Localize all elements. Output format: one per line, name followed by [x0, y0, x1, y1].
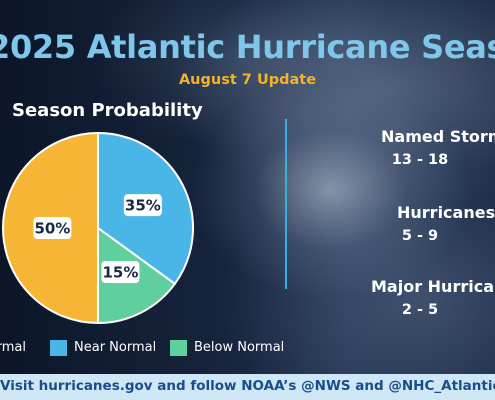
stat-hurricanes-value: 5 - 9: [401, 228, 439, 244]
pie-chart-title: Season Probability: [12, 100, 203, 121]
stat-named-storms-value: 13 - 18: [391, 152, 449, 168]
pie-label-box: [33, 217, 72, 239]
pie-label-near-normal: 35%: [123, 194, 162, 217]
stat-major-hurricanes-label: Major Hurricanes: [371, 277, 495, 296]
pie-label-box: [123, 194, 162, 217]
footer-banner: Visit hurricanes.gov and follow NOAA’s @…: [0, 374, 495, 400]
stat-hurricanes-label: Hurricanes: [397, 203, 495, 222]
legend-below-normal: Below Normal: [170, 339, 285, 357]
pie-label-above-normal: 50%: [33, 217, 72, 239]
legend-swatch-near-normal: [50, 340, 67, 356]
pie-label-box: [101, 261, 140, 284]
stat-named-storms-label: Named Storms: [381, 127, 495, 146]
legend-label-below-normal: Below Normal: [194, 340, 285, 355]
legend-above-normal: Above Normal: [0, 339, 26, 357]
pie-label-text: 50%: [34, 220, 70, 238]
legend-near-normal: Near Normal: [50, 339, 160, 357]
page-title: 2025 Atlantic Hurricane Season Outlook: [0, 28, 495, 66]
page-subtitle: August 7 Update: [178, 72, 317, 88]
stat-major-hurricanes-value: 2 - 5: [401, 302, 439, 318]
vertical-divider: [285, 119, 287, 289]
pie-label-text: 35%: [125, 197, 161, 215]
legend-swatch-below-normal: [170, 340, 187, 356]
pie-label-text: 15%: [102, 264, 138, 282]
legend-label-near-normal: Near Normal: [74, 340, 157, 355]
footer-text: Visit hurricanes.gov and follow NOAA’s @…: [0, 378, 495, 394]
legend-label-above-normal: Above Normal: [0, 340, 26, 355]
pie-label-below-normal: 15%: [101, 261, 140, 284]
